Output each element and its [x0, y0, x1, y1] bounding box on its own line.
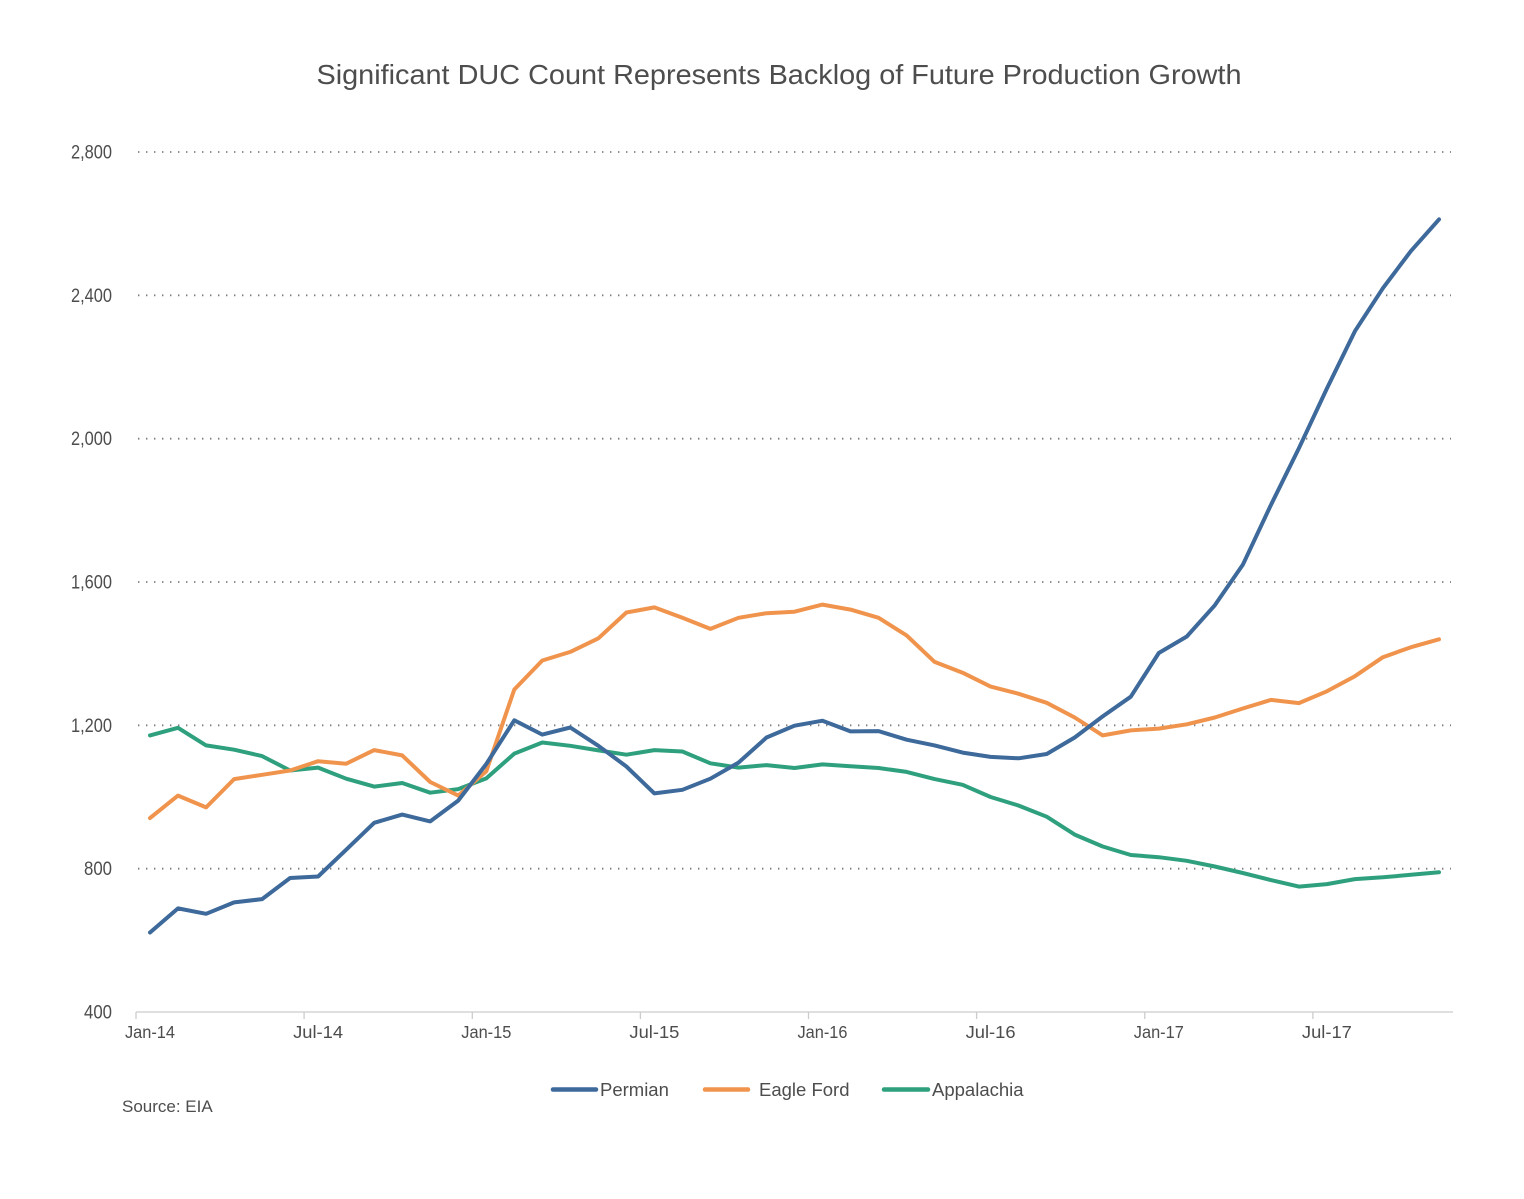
svg-text:Jan-15: Jan-15 [461, 1022, 511, 1042]
svg-text:1,200: 1,200 [71, 716, 112, 737]
svg-text:800: 800 [84, 859, 112, 880]
svg-text:1,600: 1,600 [71, 573, 112, 594]
svg-text:Source: EIA: Source: EIA [122, 1097, 213, 1116]
svg-text:2,000: 2,000 [71, 429, 112, 450]
svg-text:400: 400 [84, 1003, 112, 1024]
svg-text:Permian: Permian [600, 1079, 669, 1100]
svg-text:2,400: 2,400 [71, 286, 112, 307]
svg-text:Eagle Ford: Eagle Ford [759, 1079, 850, 1100]
svg-text:Jan-16: Jan-16 [798, 1022, 848, 1042]
svg-text:2,800: 2,800 [71, 143, 112, 164]
svg-text:Jul-14: Jul-14 [293, 1022, 343, 1042]
svg-text:Jul-17: Jul-17 [1302, 1022, 1352, 1042]
svg-text:Significant DUC Count Represen: Significant DUC Count Represents Backlog… [317, 59, 1242, 90]
svg-text:Jul-15: Jul-15 [629, 1022, 679, 1042]
svg-text:Jan-14: Jan-14 [125, 1022, 175, 1042]
svg-text:Appalachia: Appalachia [932, 1079, 1024, 1100]
svg-text:Jan-17: Jan-17 [1134, 1022, 1184, 1042]
svg-text:Jul-16: Jul-16 [966, 1022, 1016, 1042]
